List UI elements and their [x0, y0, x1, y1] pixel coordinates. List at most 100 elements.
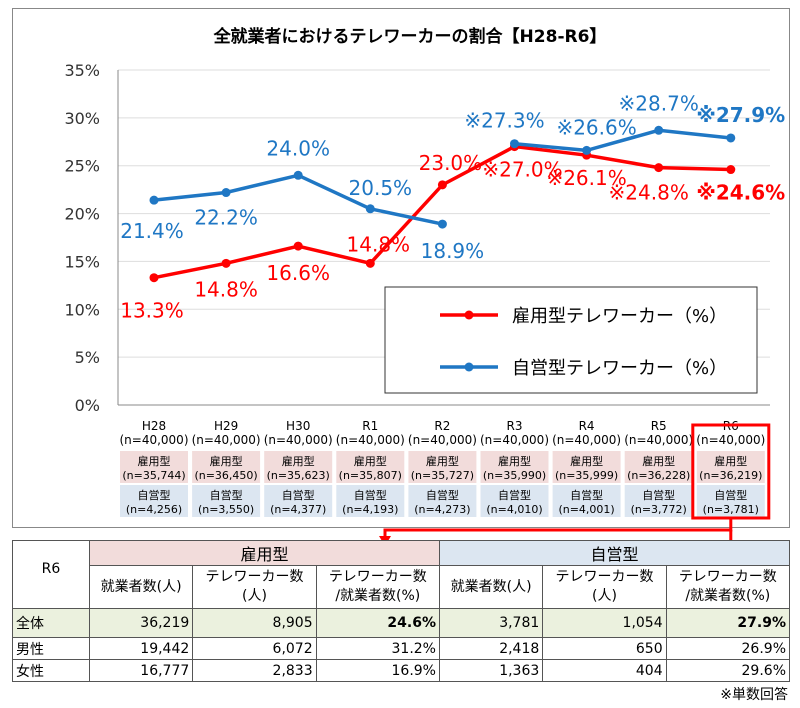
self-point [510, 139, 519, 149]
self-point [654, 125, 664, 135]
self-n-value: (n=3,772) [631, 503, 687, 516]
employed-data-label: ※26.1% [546, 166, 626, 190]
employed-n-value: (n=36,450) [194, 469, 257, 482]
employed-point [654, 163, 664, 173]
self-n-value: (n=3,550) [198, 503, 254, 516]
chart-title: 全就業者におけるテレワーカーの割合【H28-R6】 [213, 26, 607, 47]
self-n-cell [192, 485, 261, 517]
table-cell: 1,363 [438, 659, 544, 682]
table-cell: 26.9% [665, 637, 791, 660]
self-data-label: ※27.9% [696, 103, 785, 127]
employed-n-title: 雇用型 [282, 454, 315, 468]
n-total-label: (n=40,000) [408, 433, 477, 447]
legend-marker [464, 362, 474, 372]
employed-point [293, 241, 303, 251]
self-data-label: 24.0% [266, 136, 330, 160]
n-total-label: (n=40,000) [119, 433, 188, 447]
x-tick-label: R2 [434, 419, 450, 433]
column-header: テレワーカー数 /就業者数(%) [315, 565, 440, 609]
table-cell: 29.6% [665, 659, 791, 682]
table-row: 男性 19,442 6,072 31.2% 2,418 650 26.9% [12, 637, 791, 660]
employed-point [365, 258, 375, 268]
row-label: 女性 [12, 659, 90, 682]
employed-data-label: 14.8% [194, 277, 258, 301]
self-n-title: 自営型 [570, 488, 603, 502]
y-tick-label: 10% [64, 300, 100, 319]
column-header: 就業者数(人) [88, 565, 194, 609]
table-cell: 3,781 [438, 608, 544, 638]
employed-n-cell [696, 451, 765, 483]
employed-point [437, 180, 447, 190]
self-n-value: (n=3,781) [703, 503, 759, 516]
self-n-cell [480, 485, 549, 517]
employed-n-value: (n=35,623) [267, 469, 330, 482]
table-cell: 650 [542, 637, 667, 660]
group-employed: 雇用型 [89, 540, 440, 566]
employed-n-value: (n=36,228) [627, 469, 690, 482]
self-n-value: (n=4,273) [414, 503, 470, 516]
self-n-cell [696, 485, 765, 517]
employed-point [726, 165, 736, 175]
employed-point [149, 273, 159, 283]
table-row: 全体 36,219 8,905 24.6% 3,781 1,054 27.9% [12, 608, 791, 638]
footnote: ※単数回答 [720, 687, 788, 703]
n-total-label: (n=40,000) [696, 433, 765, 447]
n-total-label: (n=40,000) [624, 433, 693, 447]
self-data-label: ※28.7% [619, 91, 699, 115]
employed-n-cell [192, 451, 261, 483]
corner-cell: R6 [12, 540, 90, 609]
n-total-label: (n=40,000) [336, 433, 405, 447]
self-n-title: 自営型 [714, 488, 747, 502]
employed-n-value: (n=35,744) [122, 469, 185, 482]
table-cell: 36,219 [88, 608, 194, 638]
self-n-cell [120, 485, 188, 517]
column-header: 就業者数(人) [438, 565, 544, 609]
column-header: テレワーカー数 (人) [192, 565, 317, 609]
self-point [293, 170, 303, 180]
self-point [149, 195, 159, 205]
r6-summary-table: R6 雇用型 自営型 就業者数(人) テレワーカー数 (人) テレワーカー数 /就業… [12, 540, 791, 682]
self-point [726, 133, 736, 143]
employed-data-label: ※24.8% [609, 181, 689, 205]
y-tick-label: 20% [64, 205, 100, 224]
table-cell: 404 [542, 659, 667, 682]
self-n-cell [264, 485, 333, 517]
employed-n-cell [120, 451, 188, 483]
self-n-cell [408, 485, 477, 517]
self-n-title: 自営型 [354, 488, 387, 502]
column-header: テレワーカー数 (人) [542, 565, 667, 609]
self-n-value: (n=4,193) [342, 503, 398, 516]
table-cell: 1,054 [542, 608, 667, 638]
self-n-cell [336, 485, 405, 517]
table-cell: 2,833 [192, 659, 317, 682]
y-tick-label: 25% [64, 157, 100, 176]
employed-n-value: (n=35,727) [411, 469, 474, 482]
self-n-cell [552, 485, 621, 517]
employed-n-cell [264, 451, 333, 483]
legend-label: 雇用型テレワーカー（%） [512, 306, 727, 327]
self-n-title: 自営型 [642, 488, 675, 502]
employed-n-title: 雇用型 [642, 454, 675, 468]
n-total-label: (n=40,000) [264, 433, 333, 447]
self-n-value: (n=4,001) [558, 503, 614, 516]
x-tick-label: R5 [651, 419, 667, 433]
employed-data-label: 13.3% [120, 299, 184, 323]
y-tick-label: 0% [75, 396, 100, 415]
self-data-label: 20.5% [349, 176, 413, 200]
self-data-label: ※27.3% [464, 109, 544, 133]
self-n-title: 自営型 [282, 488, 315, 502]
self-n-value: (n=4,256) [126, 503, 182, 516]
employed-n-value: (n=35,807) [339, 469, 402, 482]
y-tick-label: 5% [75, 348, 100, 367]
table-row: 女性 16,777 2,833 16.9% 1,363 404 29.6% [12, 659, 791, 682]
table-cell: 16,777 [88, 659, 194, 682]
employed-data-label: 23.0% [419, 151, 483, 175]
employed-n-cell [480, 451, 549, 483]
n-total-label: (n=40,000) [192, 433, 261, 447]
self-point [221, 188, 231, 198]
table-cell: 2,418 [438, 637, 544, 660]
chart-frame [12, 8, 790, 528]
employed-n-cell [624, 451, 693, 483]
x-tick-label: R1 [362, 419, 378, 433]
